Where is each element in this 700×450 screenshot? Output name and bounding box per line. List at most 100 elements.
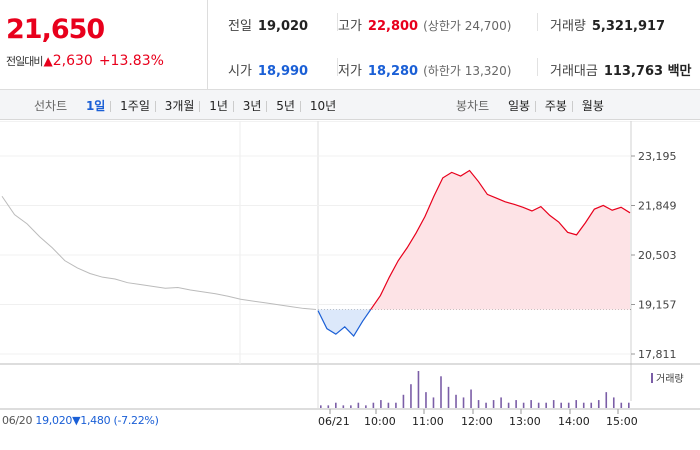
stat-value: 19,020 [257, 19, 309, 34]
divider [110, 101, 112, 112]
quote-summary-panel: 21,650 전일대비▲2,630 +13.83% 전일 19,020 고가 22,8… [0, 0, 700, 90]
volume-bar [552, 400, 555, 408]
volume-bar [612, 397, 615, 408]
volume-bar [582, 402, 585, 408]
stat-high: 고가 22,800 (상한가 24,700) [338, 15, 511, 34]
volume-bar [605, 392, 608, 408]
volume-bar [567, 402, 570, 408]
period-5y-tab[interactable]: 5년 [276, 99, 295, 113]
stat-key: 거래대금 [550, 64, 598, 79]
volume-bar [545, 402, 547, 408]
x-tick-label: 14:00 [558, 415, 590, 428]
stat-value: 5,321,917 [591, 19, 666, 34]
candle-monthly-tab[interactable]: 월봉 [581, 99, 604, 113]
period-10y-tab[interactable]: 10년 [309, 99, 337, 113]
period-3m-tab[interactable]: 3개월 [164, 99, 195, 113]
prev-price: 19,020 [35, 414, 73, 427]
y-tick-label: 23,195 [638, 150, 677, 163]
stat-trading-value: 거래대금 113,763 백만 [550, 60, 692, 79]
volume-legend: 거래량 [651, 370, 684, 385]
volume-bar [380, 400, 382, 408]
intraday-down-line [317, 309, 372, 337]
volume-bar [470, 389, 472, 408]
volume-bar [372, 402, 375, 408]
divider [199, 101, 201, 112]
volume-bar [515, 400, 517, 408]
volume-bar [590, 402, 593, 408]
price-box: 21,650 전일대비▲2,630 +13.83% [0, 0, 208, 90]
volume-bar [477, 400, 480, 408]
volume-bar [597, 400, 600, 408]
stat-key: 고가 [338, 19, 362, 34]
period-1y-tab[interactable]: 1년 [209, 99, 228, 113]
change-percent: +13.83% [98, 53, 164, 69]
divider [266, 101, 268, 112]
volume-bar [560, 402, 562, 408]
stat-value: 22,800 [367, 19, 419, 34]
stat-low: 저가 18,280 (하한가 13,320) [338, 60, 511, 79]
previous-day-line [1, 195, 317, 311]
up-triangle-icon: ▲ [43, 54, 53, 68]
divider [299, 101, 301, 112]
y-tick-label: 20,503 [638, 249, 677, 262]
prev-change: 1,480 [80, 414, 111, 427]
current-price: 21,650 [6, 14, 105, 45]
period-3y-tab[interactable]: 3년 [242, 99, 262, 113]
divider [337, 58, 338, 76]
volume-bar [410, 384, 412, 408]
volume-bar [432, 397, 435, 408]
divider [154, 101, 156, 112]
volume-bar [537, 402, 540, 408]
line-chart-period-group: 선차트 1일 1주일 3개월 1년 3년 5년 10년 [34, 97, 341, 114]
divider [535, 101, 537, 112]
divider [537, 13, 538, 31]
price-chart: 23,195 21,849 20,503 19,157 17,811 06/21 10:00… [0, 121, 700, 450]
volume-bar [440, 376, 442, 408]
candle-daily-tab[interactable]: 일봉 [507, 99, 531, 113]
volume-bar [357, 402, 360, 408]
volume-bar [335, 402, 337, 408]
volume-bar [500, 397, 502, 408]
volume-bar [425, 392, 427, 408]
prev-change-pct: (-7.22%) [113, 414, 159, 427]
down-area-fill [318, 309, 630, 337]
volume-bar [395, 402, 397, 408]
stat-open: 시가 18,990 [228, 60, 308, 79]
x-tick-label: 13:00 [509, 415, 541, 428]
stat-key: 거래량 [550, 19, 586, 34]
line-chart-label: 선차트 [34, 99, 68, 113]
stat-value: 18,280 [367, 64, 419, 79]
volume-legend-label: 거래량 [656, 374, 684, 385]
period-1w-tab[interactable]: 1주일 [120, 99, 150, 113]
prev-date: 06/20 [2, 414, 33, 427]
stat-key: 저가 [338, 64, 362, 79]
stat-sub: (하한가 13,320) [423, 64, 512, 78]
stat-volume: 거래량 5,321,917 [550, 15, 665, 34]
volume-bar [530, 400, 532, 408]
volume-bar [628, 402, 630, 408]
change-label: 전일대비 [6, 55, 43, 68]
chart-canvas: 23,195 21,849 20,503 19,157 17,811 06/21 10:00… [0, 121, 700, 428]
divider [571, 101, 573, 112]
stat-key: 전일 [228, 19, 252, 34]
down-triangle-icon: ▼ [72, 414, 81, 427]
x-tick-label: 06/21 [318, 415, 350, 428]
volume-bar [350, 405, 352, 408]
volume-swatch-icon [651, 373, 653, 383]
volume-bar [485, 402, 487, 408]
volume-bar [575, 400, 578, 408]
stat-sub: (상한가 24,700) [423, 19, 512, 33]
chart-toolbar: 선차트 1일 1주일 3개월 1년 3년 5년 10년 봉차트 일봉 주봉 월봉 [0, 90, 700, 120]
stat-value: 18,990 [257, 64, 309, 79]
volume-bar [447, 386, 450, 408]
volume-bar [327, 405, 330, 408]
candle-weekly-tab[interactable]: 주봉 [544, 99, 567, 113]
volume-bar [320, 405, 322, 408]
x-tick-label: 12:00 [461, 415, 493, 428]
period-1d-tab[interactable]: 1일 [85, 99, 106, 113]
divider [232, 101, 234, 112]
stat-prev-close: 전일 19,020 [228, 15, 308, 34]
volume-bar [402, 394, 405, 408]
divider [537, 58, 538, 76]
volume-bar [365, 405, 367, 408]
